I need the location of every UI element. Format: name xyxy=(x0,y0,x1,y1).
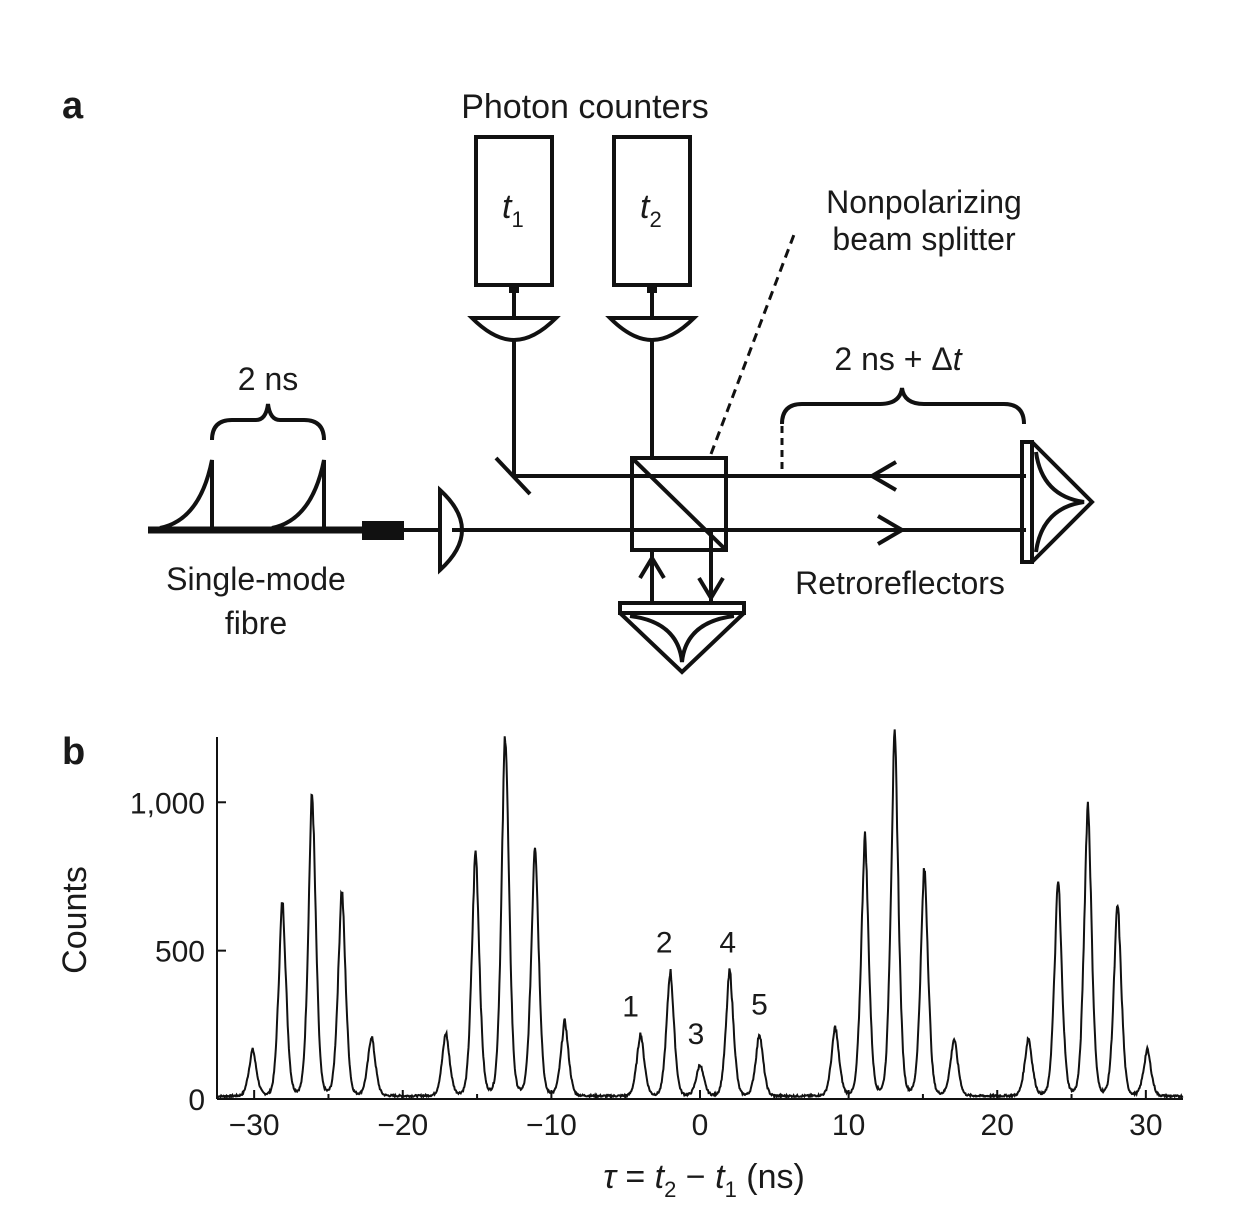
panel-b: b Counts −30 −20 −10 0 10 20 3005001,00012345 … xyxy=(56,729,1184,1202)
y-tick-label: 500 xyxy=(155,936,205,969)
t2-subscript: 2 xyxy=(649,207,661,232)
photon-counters-label: Photon counters xyxy=(461,88,709,126)
x-tick-label: 10 xyxy=(832,1109,865,1142)
up-arrow-icon xyxy=(638,554,666,580)
panel-b-label: b xyxy=(62,731,85,773)
delay-brace xyxy=(780,387,1026,425)
t2-symbol: t xyxy=(640,188,651,226)
x-tick-label: 0 xyxy=(692,1109,709,1142)
peak-annotation-3: 3 xyxy=(688,1018,705,1051)
t1-symbol: t xyxy=(502,188,513,226)
chart-plot-area: −30 −20 −10 0 10 20 30 0 500 1,000 12 3 45 xyxy=(130,729,1184,1142)
svg-text:t2: t2 xyxy=(640,188,662,232)
fold-mirror xyxy=(494,456,532,496)
left-arrow-icon xyxy=(868,460,898,492)
peak-annotation-2: 2 xyxy=(656,926,673,959)
x-tick-label: −20 xyxy=(377,1109,428,1142)
pulse-separation-label: 2 ns xyxy=(238,361,298,397)
panel-a-label: a xyxy=(62,85,84,127)
fibre-label-line1: Single-mode xyxy=(166,561,346,597)
retroreflectors-label: Retroreflectors xyxy=(795,565,1005,601)
detector-t2: t2 xyxy=(605,135,699,343)
pulse-separation-brace xyxy=(210,403,326,441)
x-tick-label: −10 xyxy=(526,1109,577,1142)
collimating-lens-icon xyxy=(438,485,465,575)
down-arrow-icon xyxy=(697,576,725,602)
bs-label-line1: Nonpolarizing xyxy=(826,184,1022,220)
counts-series-line xyxy=(216,729,1184,1100)
nonpolarizing-beam-splitter xyxy=(630,456,728,552)
x-tick-label: −30 xyxy=(229,1109,280,1142)
x-tick-label: 20 xyxy=(981,1109,1014,1142)
detector-t1: t1 xyxy=(467,135,561,343)
x-tick-label: 30 xyxy=(1129,1109,1162,1142)
x-axis-label: τ = t2 − t1 (ns) xyxy=(603,1158,805,1202)
svg-text:t1: t1 xyxy=(502,188,524,232)
lens-1-icon xyxy=(467,316,561,343)
beam-splitter-pointer xyxy=(709,231,797,455)
fibre-label-line2: fibre xyxy=(225,605,287,641)
pulse-1 xyxy=(159,459,214,530)
right-arrow-icon xyxy=(876,514,906,546)
panel-a: a Photon counters t1 t2 xyxy=(62,85,1095,675)
y-tick-label: 1,000 xyxy=(130,787,205,820)
peak-annotation-4: 4 xyxy=(719,926,736,959)
lens-2-icon xyxy=(605,316,699,343)
peak-annotation-5: 5 xyxy=(751,989,768,1022)
pulse-2 xyxy=(271,459,326,530)
retroreflector-bottom xyxy=(618,601,746,675)
y-tick-label: 0 xyxy=(188,1084,205,1117)
t1-subscript: 1 xyxy=(511,207,523,232)
bs-label-line2: beam splitter xyxy=(832,221,1016,257)
delay-label: 2 ns + Δt xyxy=(834,341,962,377)
retroreflector-right xyxy=(1020,440,1095,564)
y-axis-label: Counts xyxy=(56,866,94,974)
peak-annotation-1: 1 xyxy=(622,991,639,1024)
fibre-connector xyxy=(362,521,404,540)
